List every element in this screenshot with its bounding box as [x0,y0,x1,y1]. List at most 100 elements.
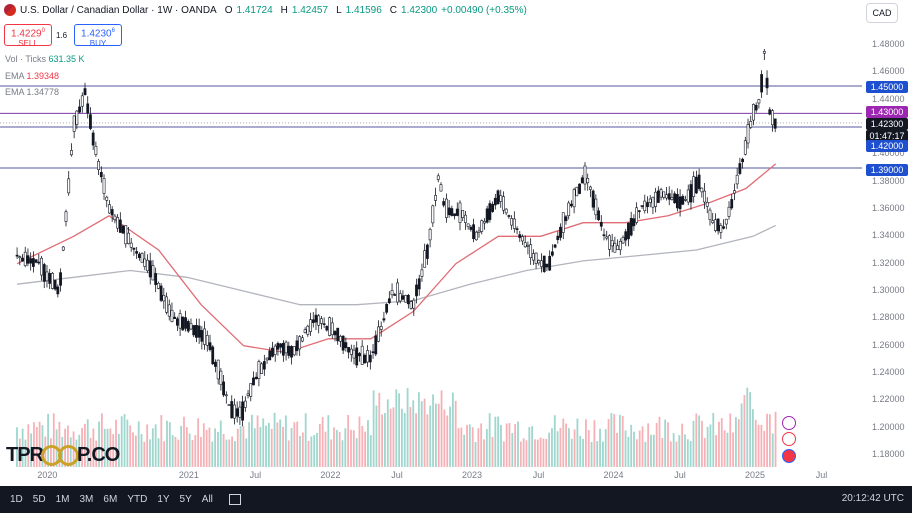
candle-body [159,285,163,301]
candle-body [102,178,106,194]
volume-bar [641,426,644,467]
volume-bar [491,436,494,467]
timeframe-bar: 1D 5D 1M 3M 6M YTD 1Y 5Y All 20:12:42 UT… [0,486,912,513]
candle-body [393,294,397,296]
volume-bar [163,441,166,467]
candle-body [224,394,228,397]
candle-body [537,260,541,264]
candle-body [621,237,625,244]
volume-bar [454,400,457,467]
volume-bar [293,422,296,467]
candle-body [567,202,571,217]
tf-all[interactable]: All [201,494,213,505]
sell-button[interactable]: 1.42290 SELL [4,24,52,49]
buy-button[interactable]: 1.42306 BUY [74,24,122,48]
candle-body [594,198,598,216]
candle-body [379,326,383,330]
candle-body [238,406,242,418]
candle-body [42,264,46,282]
volume-bar [194,435,197,467]
candle-body [311,319,315,323]
candle-body [143,258,147,267]
volume-bar [477,428,480,467]
tf-1m[interactable]: 1M [55,494,70,505]
candle-body [260,363,264,374]
tf-5y[interactable]: 5Y [179,494,192,505]
candle-body [339,336,342,342]
volume-bar [239,425,242,467]
volume-bar [483,439,485,467]
candle-body [254,376,258,380]
volume-bar [528,427,531,467]
candle-body [722,226,725,229]
candle-body [613,242,617,253]
volume-bar [151,428,154,467]
candle-body [344,342,348,348]
candle-body [409,301,413,309]
volume-bar [715,435,718,467]
candle-body [91,132,95,146]
volume-bar [599,428,601,467]
candle-body [195,325,198,338]
ema-fast-indicator[interactable]: EMA 1.39348 [5,71,59,81]
volume-bar [763,430,766,467]
volume-bar [434,403,437,467]
volume-bar [652,434,655,467]
candle-body [436,175,440,180]
high-label: H [280,4,288,16]
candle-body [515,228,519,230]
volume-bar [613,414,616,467]
sell-label: SELL [18,39,38,49]
volume-bar [743,395,746,467]
tf-ytd[interactable]: YTD [127,494,148,505]
candle-body [374,335,378,355]
volume-bar [160,415,163,467]
tf-1d[interactable]: 1D [10,494,23,505]
chart-area[interactable] [0,0,912,486]
candle-body [70,150,73,156]
us-ca-flag-icon [4,4,16,16]
ema-fast-value: 1.39348 [26,71,60,81]
tf-3m[interactable]: 3M [79,494,94,505]
candle-body [349,348,353,355]
candle-body [483,221,486,224]
candle-body [271,347,274,357]
candle-body [366,350,370,363]
symbol-title[interactable]: U.S. Dollar / Canadian Dollar · 1W · OAN… [20,4,217,16]
volume-bar [321,417,324,467]
flag-icon[interactable] [782,449,796,463]
candle-body [556,235,560,240]
tf-6m[interactable]: 6M [103,494,118,505]
ema-slow-indicator[interactable]: EMA 1.34778 [5,87,59,97]
volume-bar [143,441,146,467]
price-chart[interactable] [0,0,912,486]
candle-body [572,189,576,208]
candle-body [415,284,418,297]
volume-bar [18,438,21,467]
y-tick-label: 1.38000 [872,175,905,186]
volume-bar [488,413,491,467]
candle-body [241,401,245,421]
y-tick-label: 1.30000 [872,285,905,295]
candle-body [230,401,234,419]
volume-bar [333,427,335,467]
volume-indicator[interactable]: Vol · Ticks 631.35 K [5,54,85,64]
tf-5d[interactable]: 5D [32,494,46,505]
currency-button[interactable]: CAD [866,3,898,23]
calendar-icon[interactable] [782,432,796,446]
volume-bar [618,414,621,467]
tf-1y[interactable]: 1Y [157,494,170,505]
candle-body [711,220,715,224]
volume-bar [89,437,92,467]
volume-value: 631.35 K [48,54,85,64]
clock[interactable]: 20:12:42 UTC [841,493,904,504]
candle-body [512,218,516,229]
lightning-icon[interactable] [782,416,796,430]
volume-bar [211,441,214,467]
x-tick-label: 2021 [178,470,199,480]
candle-body [110,209,114,216]
date-range-icon[interactable] [228,494,241,505]
volume-bar [358,416,361,467]
candle-body [583,165,587,185]
volume-bar [146,424,149,467]
